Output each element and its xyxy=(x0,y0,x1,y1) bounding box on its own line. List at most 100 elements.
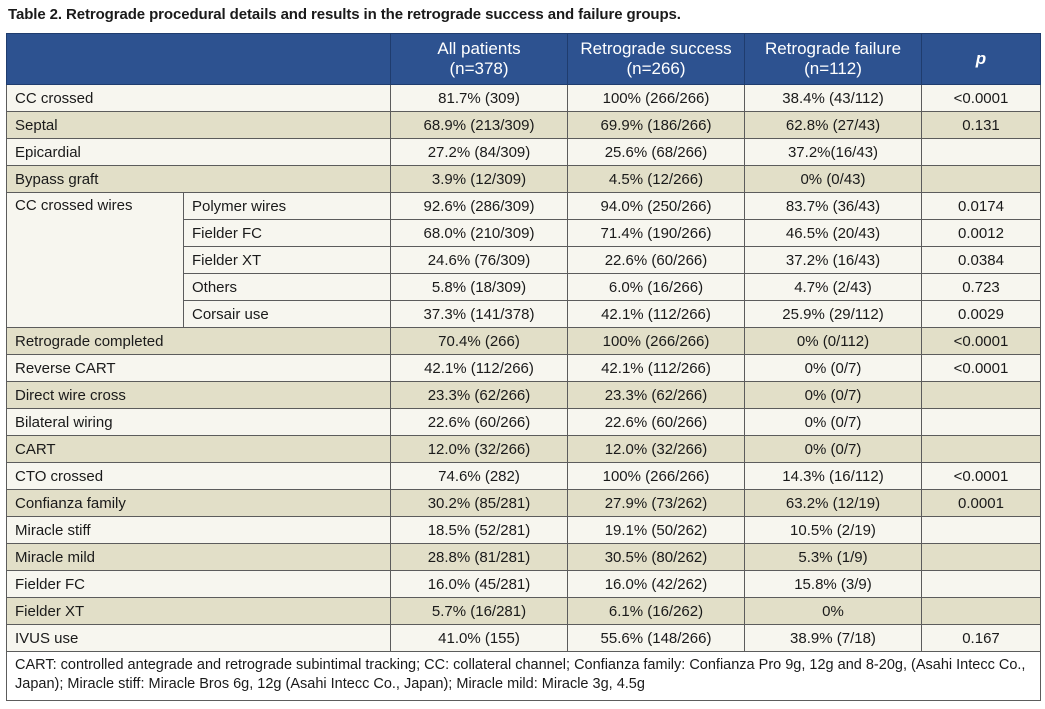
cell-retrograde-success: 100% (266/266) xyxy=(567,84,745,112)
cell-retrograde-failure: 38.9% (7/18) xyxy=(744,624,922,652)
cell-all-patients: 24.6% (76/309) xyxy=(390,246,568,274)
table-footnote: CART: controlled antegrade and retrograd… xyxy=(6,651,1041,701)
cell-retrograde-success: 42.1% (112/266) xyxy=(567,300,745,328)
table-row: CC crossed 81.7% (309) 100% (266/266) 38.4%… xyxy=(6,84,1041,112)
row-label: Miracle stiff xyxy=(6,516,391,544)
results-table: All patients (n=378) Retrograde success … xyxy=(6,33,1041,701)
table-row: Septal 68.9% (213/309) 69.9% (186/266) 62.8… xyxy=(6,111,1041,139)
cell-retrograde-success: 22.6% (60/266) xyxy=(567,408,745,436)
cell-p-value xyxy=(921,435,1041,463)
cell-p-value: 0.131 xyxy=(921,111,1041,139)
cell-all-patients: 81.7% (309) xyxy=(390,84,568,112)
cell-all-patients: 5.7% (16/281) xyxy=(390,597,568,625)
cell-p-value: 0.0174 xyxy=(921,192,1041,220)
cell-all-patients: 18.5% (52/281) xyxy=(390,516,568,544)
cell-retrograde-success: 30.5% (80/262) xyxy=(567,543,745,571)
cell-retrograde-failure: 10.5% (2/19) xyxy=(744,516,922,544)
row-sublabel: Fielder XT xyxy=(183,246,391,274)
cell-retrograde-failure: 37.2%(16/43) xyxy=(744,138,922,166)
cell-retrograde-failure: 25.9% (29/112) xyxy=(744,300,922,328)
cell-retrograde-success: 25.6% (68/266) xyxy=(567,138,745,166)
row-sublabel: Others xyxy=(183,273,391,301)
cell-all-patients: 70.4% (266) xyxy=(390,327,568,355)
cell-retrograde-success: 23.3% (62/266) xyxy=(567,381,745,409)
cell-all-patients: 22.6% (60/266) xyxy=(390,408,568,436)
cell-p-value: 0.0001 xyxy=(921,489,1041,517)
header-blank-cell xyxy=(6,33,391,85)
table-row: Fielder XT 5.7% (16/281) 6.1% (16/262) 0% xyxy=(6,597,1041,625)
cell-all-patients: 42.1% (112/266) xyxy=(390,354,568,382)
table-row: Others 5.8% (18/309) 6.0% (16/266) 4.7% (2/… xyxy=(7,273,1041,301)
row-label: Bilateral wiring xyxy=(6,408,391,436)
table-row: Direct wire cross 23.3% (62/266) 23.3% (62… xyxy=(6,381,1041,409)
cell-retrograde-failure: 0% xyxy=(744,597,922,625)
cell-all-patients: 68.0% (210/309) xyxy=(390,219,568,247)
cell-retrograde-failure: 15.8% (3/9) xyxy=(744,570,922,598)
cell-retrograde-failure: 0% (0/7) xyxy=(744,435,922,463)
row-sublabel: Corsair use xyxy=(183,300,391,328)
table-body: CC crossed 81.7% (309) 100% (266/266) 38.4%… xyxy=(6,84,1041,652)
cell-retrograde-success: 16.0% (42/262) xyxy=(567,570,745,598)
cell-retrograde-success: 100% (266/266) xyxy=(567,462,745,490)
cell-all-patients: 74.6% (282) xyxy=(390,462,568,490)
cell-p-value xyxy=(921,138,1041,166)
cell-retrograde-success: 12.0% (32/266) xyxy=(567,435,745,463)
row-label: Bypass graft xyxy=(6,165,391,193)
row-label: Confianza family xyxy=(6,489,391,517)
cell-p-value xyxy=(921,543,1041,571)
cell-all-patients: 41.0% (155) xyxy=(390,624,568,652)
row-label: Epicardial xyxy=(6,138,391,166)
cell-retrograde-success: 55.6% (148/266) xyxy=(567,624,745,652)
cell-retrograde-success: 22.6% (60/266) xyxy=(567,246,745,274)
header-retrograde-failure: Retrograde failure (n=112) xyxy=(744,33,922,85)
cell-retrograde-failure: 0% (0/7) xyxy=(744,408,922,436)
cell-p-value: 0.723 xyxy=(921,273,1041,301)
footnote-row: CART: controlled antegrade and retrograd… xyxy=(6,651,1041,701)
table-title: Table 2. Retrograde procedural details a… xyxy=(8,6,681,23)
cell-all-patients: 68.9% (213/309) xyxy=(390,111,568,139)
cell-retrograde-failure: 5.3% (1/9) xyxy=(744,543,922,571)
cell-all-patients: 27.2% (84/309) xyxy=(390,138,568,166)
header-retrograde-success: Retrograde success (n=266) xyxy=(567,33,745,85)
cell-p-value: <0.0001 xyxy=(921,462,1041,490)
cell-retrograde-failure: 46.5% (20/43) xyxy=(744,219,922,247)
row-sublabel: Fielder FC xyxy=(183,219,391,247)
header-p-value: p xyxy=(921,33,1041,85)
cell-retrograde-failure: 14.3% (16/112) xyxy=(744,462,922,490)
cell-retrograde-success: 19.1% (50/262) xyxy=(567,516,745,544)
table-row: CC crossed wires Polymer wires 92.6% (286/… xyxy=(6,192,1041,328)
cell-all-patients: 92.6% (286/309) xyxy=(390,192,568,220)
cell-retrograde-failure: 0% (0/43) xyxy=(744,165,922,193)
row-label: Reverse CART xyxy=(6,354,391,382)
cell-retrograde-failure: 37.2% (16/43) xyxy=(744,246,922,274)
header-row: All patients (n=378) Retrograde success … xyxy=(6,33,1041,85)
table-row: Reverse CART 42.1% (112/266) 42.1% (112/26… xyxy=(6,354,1041,382)
table-row: Corsair use 37.3% (141/378) 42.1% (112/266… xyxy=(7,300,1041,328)
table-row: Miracle stiff 18.5% (52/281) 19.1% (50/262… xyxy=(6,516,1041,544)
row-label: CART xyxy=(6,435,391,463)
cell-all-patients: 37.3% (141/378) xyxy=(390,300,568,328)
cell-retrograde-failure: 0% (0/7) xyxy=(744,381,922,409)
cell-all-patients: 3.9% (12/309) xyxy=(390,165,568,193)
cell-all-patients: 16.0% (45/281) xyxy=(390,570,568,598)
cell-p-value: <0.0001 xyxy=(921,354,1041,382)
row-label: CTO crossed xyxy=(6,462,391,490)
row-label: Direct wire cross xyxy=(6,381,391,409)
table-row: IVUS use 41.0% (155) 55.6% (148/266) 38.9% … xyxy=(6,624,1041,652)
cell-retrograde-success: 69.9% (186/266) xyxy=(567,111,745,139)
row-label: CC crossed xyxy=(6,84,391,112)
row-label: Fielder FC xyxy=(6,570,391,598)
cell-p-value xyxy=(921,381,1041,409)
cell-p-value: 0.0029 xyxy=(921,300,1041,328)
cell-p-value: <0.0001 xyxy=(921,327,1041,355)
table-row: Fielder FC 68.0% (210/309) 71.4% (190/266)… xyxy=(7,219,1041,247)
cell-retrograde-success: 4.5% (12/266) xyxy=(567,165,745,193)
cell-all-patients: 12.0% (32/266) xyxy=(390,435,568,463)
cell-retrograde-failure: 0% (0/112) xyxy=(744,327,922,355)
cell-retrograde-success: 6.0% (16/266) xyxy=(567,273,745,301)
cell-p-value xyxy=(921,408,1041,436)
table-row: CTO crossed 74.6% (282) 100% (266/266) 14.3… xyxy=(6,462,1041,490)
cell-p-value: <0.0001 xyxy=(921,84,1041,112)
cell-retrograde-success: 100% (266/266) xyxy=(567,327,745,355)
cell-p-value: 0.0012 xyxy=(921,219,1041,247)
